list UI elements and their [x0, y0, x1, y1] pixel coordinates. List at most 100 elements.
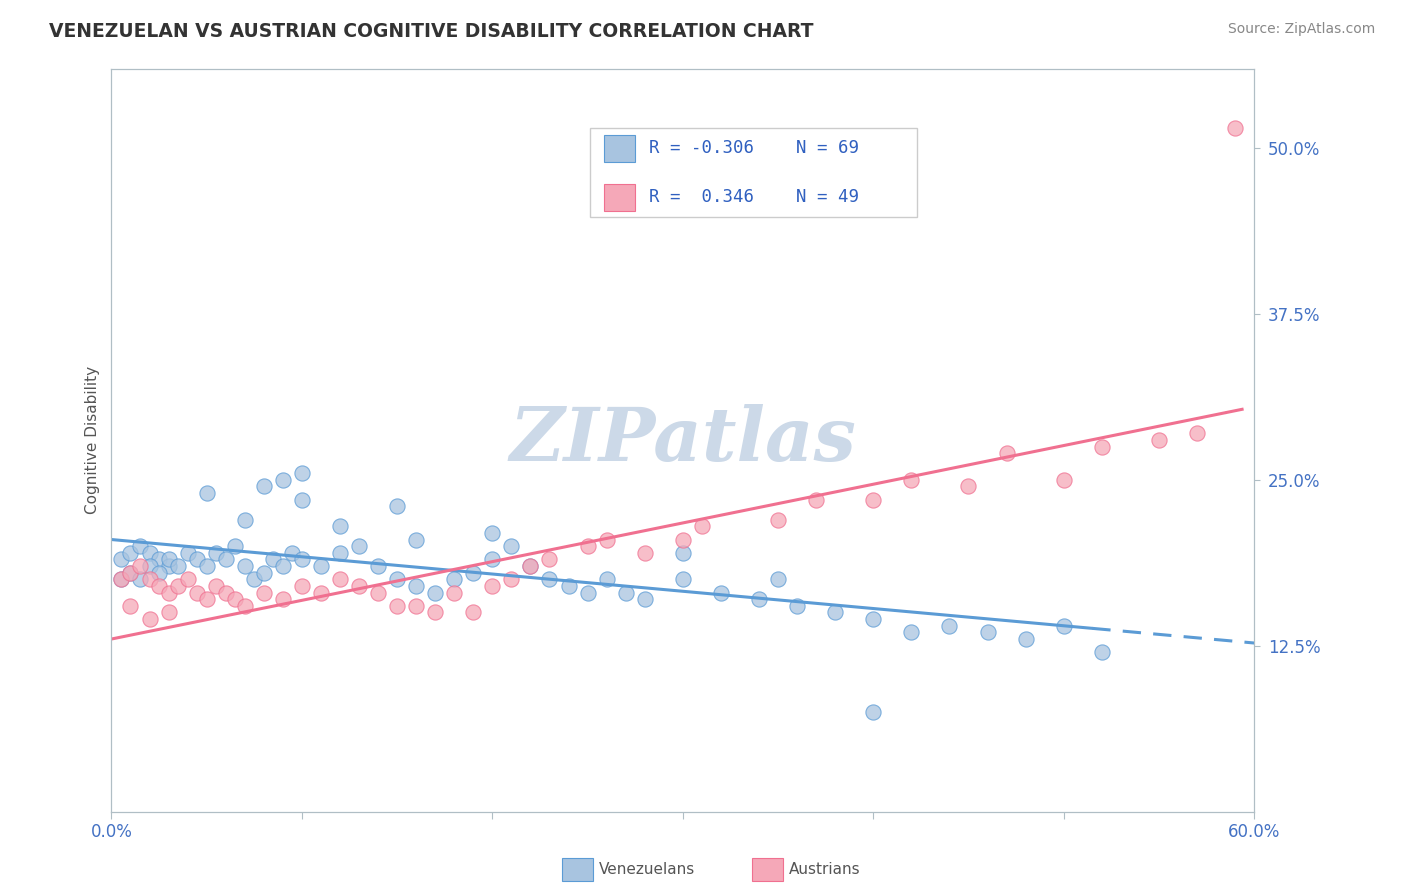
Point — [176, 546, 198, 560]
Point — [748, 592, 770, 607]
Point — [253, 566, 276, 580]
Point — [824, 606, 846, 620]
Point — [138, 572, 160, 586]
Point — [976, 625, 998, 640]
Point — [862, 492, 884, 507]
Text: Venezuelans: Venezuelans — [599, 863, 695, 877]
Point — [995, 446, 1018, 460]
Point — [385, 572, 408, 586]
Point — [148, 579, 170, 593]
Point — [804, 492, 827, 507]
Point — [367, 559, 389, 574]
Point — [291, 579, 314, 593]
Text: R =  0.346: R = 0.346 — [650, 188, 754, 206]
Point — [233, 599, 256, 613]
Point — [157, 606, 180, 620]
Point — [120, 599, 142, 613]
Point — [291, 492, 314, 507]
Point — [766, 513, 789, 527]
Point — [672, 572, 695, 586]
Point — [710, 585, 733, 599]
Text: Austrians: Austrians — [789, 863, 860, 877]
Point — [176, 572, 198, 586]
Point — [167, 559, 190, 574]
Point — [425, 585, 447, 599]
Point — [243, 572, 266, 586]
Point — [672, 546, 695, 560]
Point — [253, 479, 276, 493]
Point — [1223, 121, 1246, 136]
Text: Source: ZipAtlas.com: Source: ZipAtlas.com — [1227, 22, 1375, 37]
Point — [329, 519, 352, 533]
Point — [233, 559, 256, 574]
Point — [614, 585, 637, 599]
Point — [576, 539, 599, 553]
Point — [900, 625, 922, 640]
Point — [385, 500, 408, 514]
Point — [501, 572, 523, 586]
Point — [538, 572, 561, 586]
Point — [557, 579, 579, 593]
Point — [138, 546, 160, 560]
Point — [271, 592, 294, 607]
Point — [148, 566, 170, 580]
Point — [157, 552, 180, 566]
Text: R = -0.306: R = -0.306 — [650, 139, 754, 157]
Point — [120, 566, 142, 580]
Point — [195, 559, 218, 574]
Point — [1014, 632, 1036, 646]
Point — [405, 579, 427, 593]
Point — [291, 552, 314, 566]
Point — [957, 479, 980, 493]
Point — [253, 585, 276, 599]
Point — [595, 533, 617, 547]
Point — [481, 579, 503, 593]
Point — [595, 572, 617, 586]
Point — [157, 559, 180, 574]
Point — [110, 552, 132, 566]
Point — [425, 606, 447, 620]
Point — [110, 572, 132, 586]
Point — [262, 552, 284, 566]
Point — [1185, 426, 1208, 441]
Point — [271, 559, 294, 574]
Point — [329, 546, 352, 560]
Point — [215, 552, 238, 566]
Point — [195, 592, 218, 607]
Point — [157, 585, 180, 599]
Point — [690, 519, 713, 533]
Point — [1053, 473, 1076, 487]
Point — [538, 552, 561, 566]
Point — [224, 539, 246, 553]
Point — [205, 546, 228, 560]
Point — [291, 466, 314, 480]
Point — [129, 572, 152, 586]
Point — [862, 705, 884, 719]
Point — [329, 572, 352, 586]
Point — [900, 473, 922, 487]
Point — [501, 539, 523, 553]
Point — [129, 559, 152, 574]
Point — [347, 539, 370, 553]
Point — [148, 552, 170, 566]
Point — [634, 546, 657, 560]
Point — [186, 585, 208, 599]
Point — [167, 579, 190, 593]
Point — [672, 533, 695, 547]
Point — [233, 513, 256, 527]
Point — [443, 572, 465, 586]
Point — [1091, 645, 1114, 659]
Point — [443, 585, 465, 599]
Point — [120, 546, 142, 560]
Text: N = 69: N = 69 — [797, 139, 859, 157]
Point — [405, 533, 427, 547]
Y-axis label: Cognitive Disability: Cognitive Disability — [86, 366, 100, 514]
Point — [129, 539, 152, 553]
Point — [205, 579, 228, 593]
Point — [519, 559, 541, 574]
Point — [786, 599, 808, 613]
Point — [862, 612, 884, 626]
Point — [1091, 440, 1114, 454]
Point — [1147, 433, 1170, 447]
Point — [405, 599, 427, 613]
